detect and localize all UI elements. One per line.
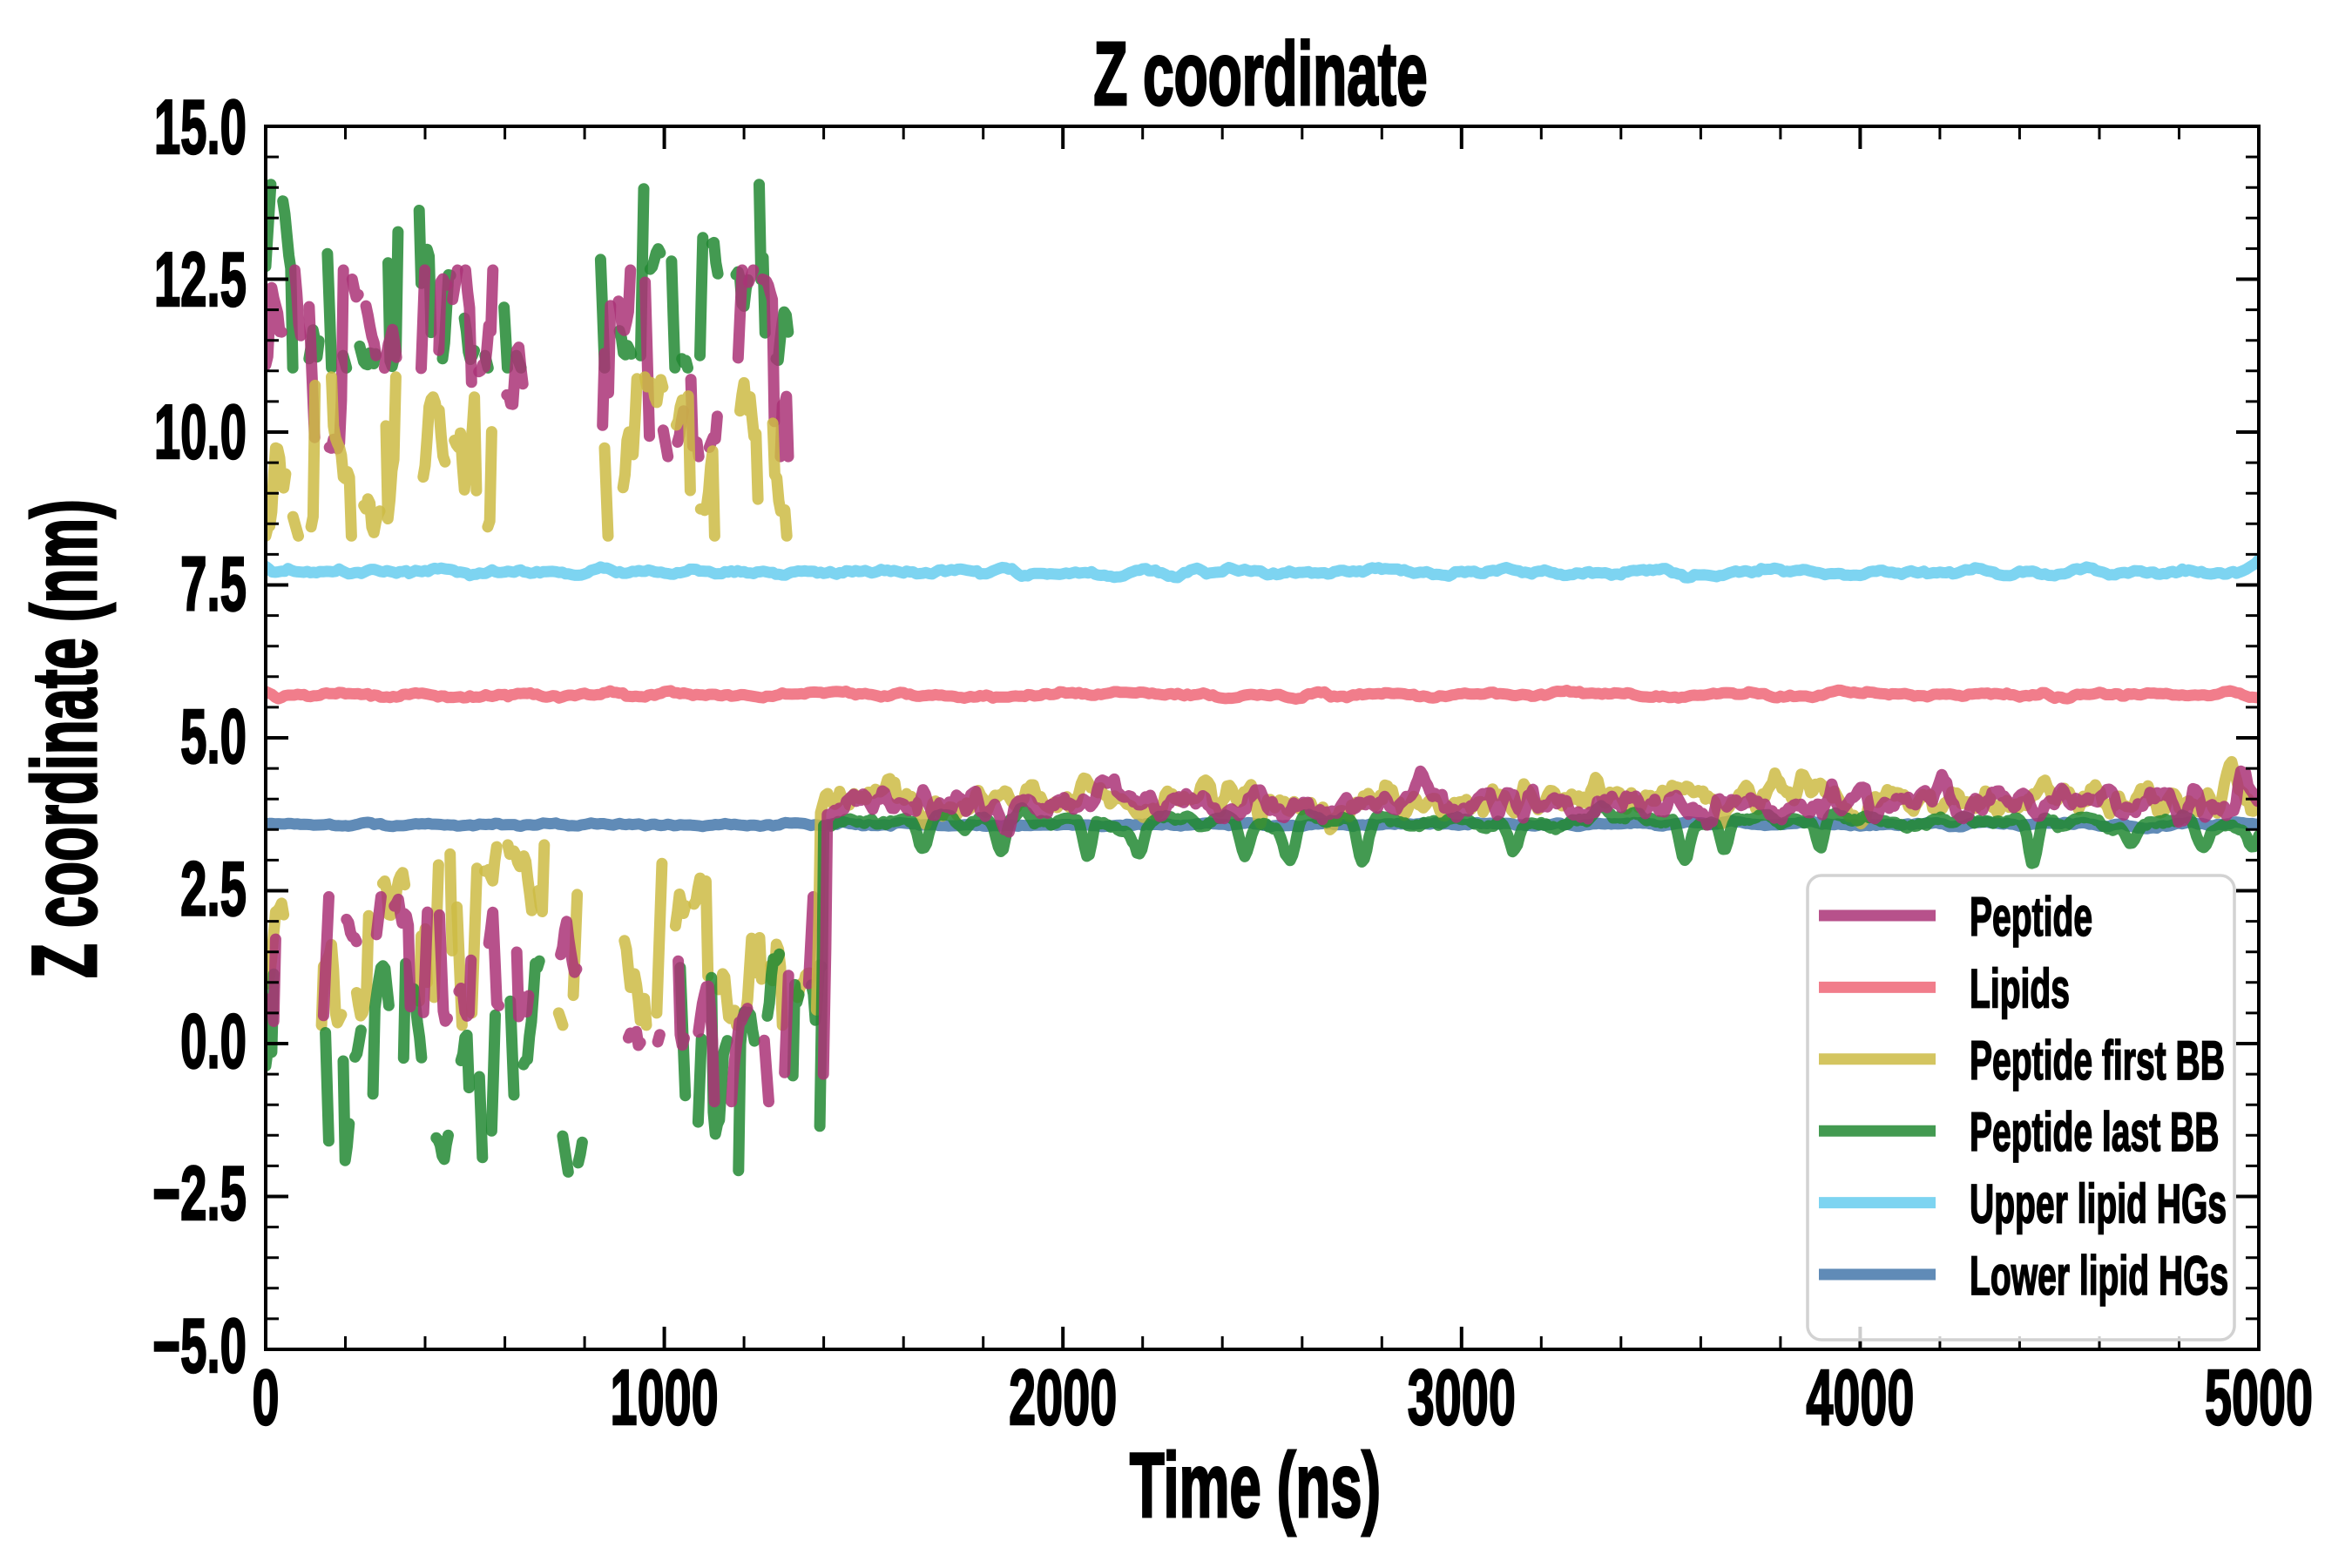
svg-text:15.0: 15.0 xyxy=(154,84,247,171)
svg-text:Z coordinate (nm): Z coordinate (nm) xyxy=(13,499,116,978)
svg-text:2.5: 2.5 xyxy=(180,846,247,932)
svg-text:5.0: 5.0 xyxy=(180,693,247,780)
svg-text:Time (ns): Time (ns) xyxy=(1130,1434,1381,1537)
svg-text:1000: 1000 xyxy=(611,1353,719,1441)
svg-text:7.5: 7.5 xyxy=(180,541,247,627)
svg-text:10.0: 10.0 xyxy=(154,389,247,475)
svg-text:Lower lipid HGs: Lower lipid HGs xyxy=(1970,1247,2228,1308)
svg-text:Z coordinate: Z coordinate xyxy=(1093,24,1427,124)
svg-text:3000: 3000 xyxy=(1408,1353,1516,1441)
svg-text:0.0: 0.0 xyxy=(180,998,247,1085)
svg-text:5000: 5000 xyxy=(2205,1353,2313,1441)
svg-text:Peptide: Peptide xyxy=(1970,888,2092,949)
svg-text:Peptide last BB: Peptide last BB xyxy=(1970,1103,2219,1164)
svg-text:Upper lipid HGs: Upper lipid HGs xyxy=(1970,1174,2227,1235)
svg-text:Lipids: Lipids xyxy=(1970,959,2070,1020)
svg-text:−5.0: −5.0 xyxy=(152,1303,247,1389)
svg-text:Peptide first BB: Peptide first BB xyxy=(1970,1031,2225,1092)
svg-text:12.5: 12.5 xyxy=(154,237,247,323)
svg-text:0: 0 xyxy=(252,1353,279,1441)
svg-text:2000: 2000 xyxy=(1009,1353,1117,1441)
svg-text:−2.5: −2.5 xyxy=(152,1151,247,1237)
svg-text:4000: 4000 xyxy=(1806,1353,1914,1441)
